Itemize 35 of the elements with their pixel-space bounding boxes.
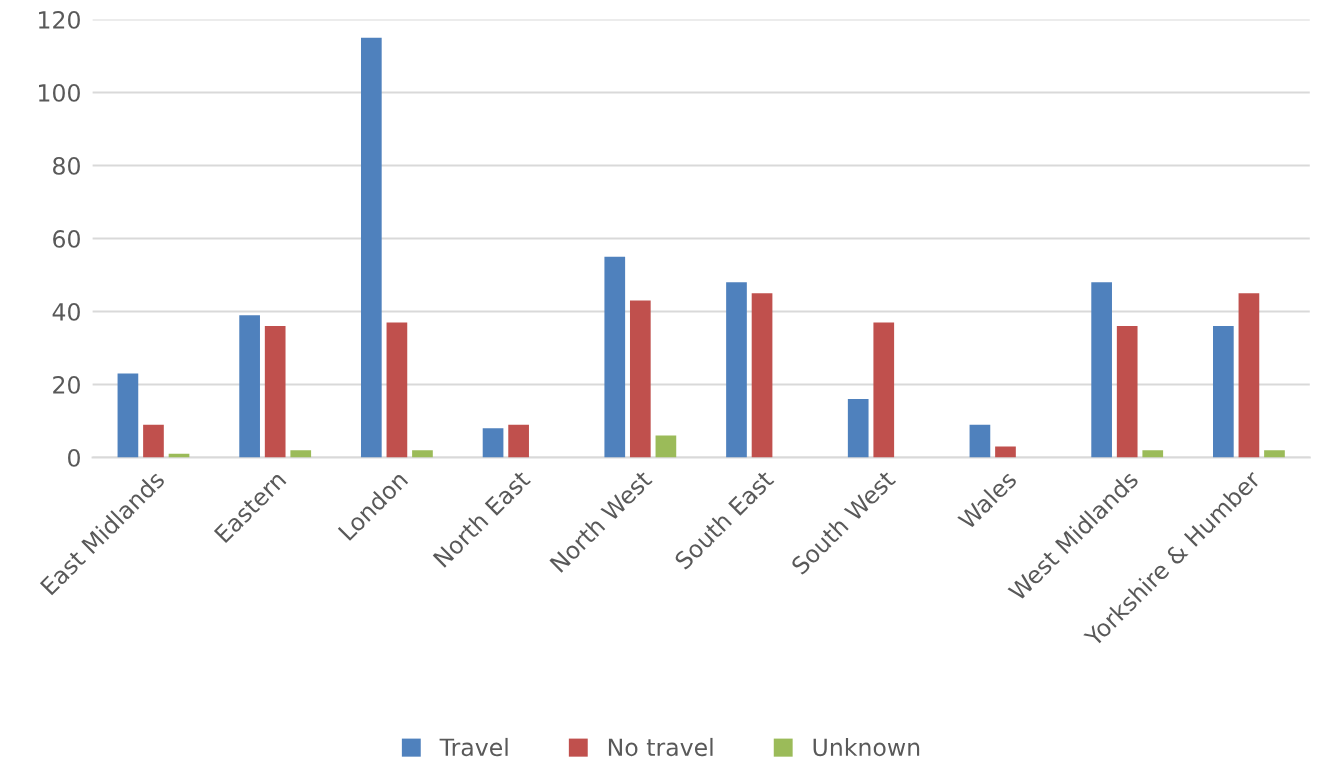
y-tick-label: 80 [53,156,80,175]
bar [995,446,1016,458]
bar [1142,450,1164,458]
bar [360,37,382,458]
y-tick-label: 120 [39,11,80,29]
bar [629,300,651,458]
legend-label: No travel [608,737,713,757]
y-tick-label: 60 [53,229,80,248]
bar [847,399,869,458]
y-tick-label: 0 [68,448,80,467]
legend-label: Unknown [813,737,920,757]
y-tick-label: 20 [53,375,80,394]
bar [290,450,312,458]
bar [508,424,529,458]
bar [239,315,260,458]
y-tick-label: 100 [39,83,80,102]
legend-label: Travel [439,737,508,757]
bar [117,373,139,458]
bar [751,293,773,458]
bar [873,322,895,458]
bar [1264,450,1285,458]
bar [386,322,408,458]
bar [1213,326,1234,458]
bar [1116,326,1138,458]
bar [264,326,286,458]
bar [1238,293,1260,458]
bar [143,424,164,458]
bar [482,428,504,458]
bar [1091,282,1112,458]
bar [655,435,677,458]
y-tick-label: 40 [52,302,80,321]
bar [969,424,991,458]
bar [726,282,747,458]
bar [412,450,433,458]
bar [604,256,626,458]
